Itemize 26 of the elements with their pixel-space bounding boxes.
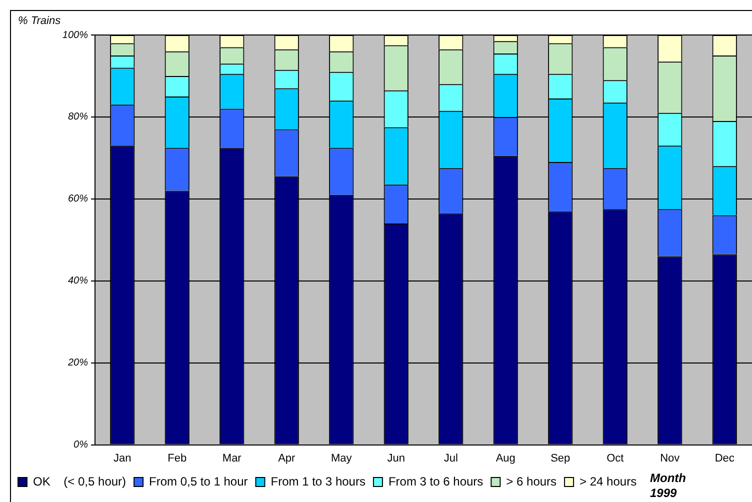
x-tick-label: Jan [114,452,132,464]
x-tick-label: Apr [278,452,296,464]
legend-label: From 0,5 to 1 hour [149,474,248,488]
y-tick-label: 100% [62,30,88,41]
x-tick-label: Dec [714,452,735,464]
x-tick-label: Aug [496,452,516,464]
x-tick-label: Nov [660,452,680,464]
x-tick-label: Jun [387,452,405,464]
x-tick-label: Mar [222,452,242,464]
y-tick-label: 40% [68,276,88,287]
x-axis-title: Month 1999 [650,471,686,500]
y-tick-label: 20% [66,358,88,369]
legend-label: > 24 hours [580,474,637,488]
x-tick-label: Oct [606,452,624,464]
x-tick-label: Feb [168,452,187,464]
y-axis-title: % Trains [18,15,62,27]
legend-label: OK (< 0,5 hour) [33,474,126,488]
x-tick-label: Jul [444,452,458,464]
x-tick-label: May [330,452,352,464]
y-tick-label: 80% [68,112,88,123]
legend-label: From 3 to 6 hours [388,474,484,488]
y-tick-label: 60% [68,194,88,205]
y-tick-label: 0% [74,440,88,451]
legend-label: From 1 to 3 hours [270,474,366,488]
x-tick-label: Sep [550,452,570,464]
legend-label: > 6 hours [506,474,557,488]
